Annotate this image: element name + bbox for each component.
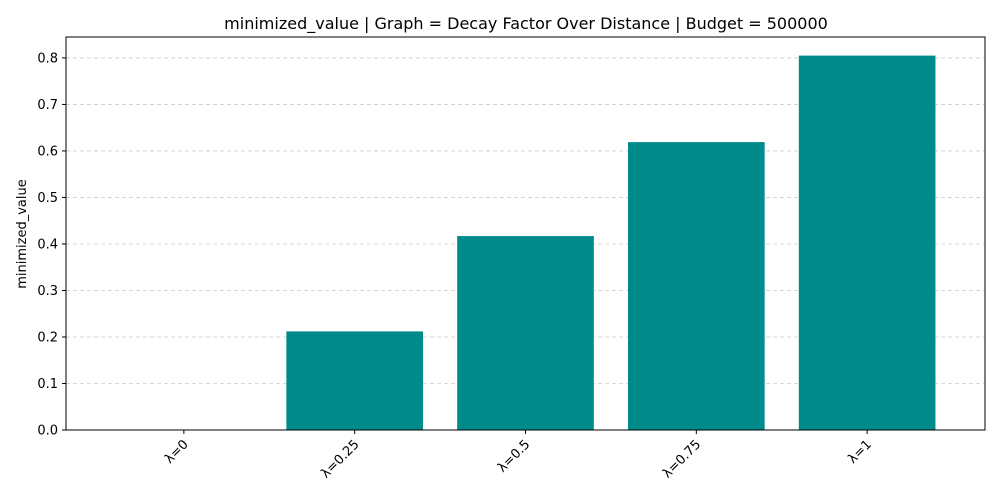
x-tick-label: λ=0.75 — [660, 437, 704, 481]
chart-title: minimized_value | Graph = Decay Factor O… — [224, 14, 828, 34]
y-tick-label: 0.4 — [37, 237, 58, 252]
x-tick-label: λ=0.25 — [318, 437, 362, 481]
y-axis-ticks: 0.0 0.1 0.2 0.3 0.4 0.5 0.6 0.7 0.8 — [37, 51, 66, 439]
bar — [627, 142, 765, 431]
y-tick-label: 0.7 — [37, 98, 58, 113]
y-tick-label: 0.3 — [37, 284, 58, 299]
bar — [286, 331, 424, 430]
x-axis-ticks: λ=0 λ=0.25 λ=0.5 λ=0.75 λ=1 — [162, 430, 875, 481]
y-tick-label: 0.8 — [37, 51, 58, 66]
bar — [457, 236, 594, 430]
x-tick-label: λ=0.5 — [495, 437, 533, 475]
y-tick-label: 0.2 — [37, 330, 58, 345]
y-tick-label: 0.1 — [37, 377, 58, 392]
bars — [286, 55, 936, 431]
x-tick-label: λ=0 — [162, 437, 192, 467]
y-tick-label: 0.6 — [37, 144, 58, 159]
y-tick-label: 0.0 — [37, 424, 58, 439]
y-axis-label: minimized_value — [15, 179, 30, 288]
bar — [798, 55, 936, 431]
x-tick-label: λ=1 — [845, 437, 875, 467]
y-tick-label: 0.5 — [37, 191, 58, 206]
